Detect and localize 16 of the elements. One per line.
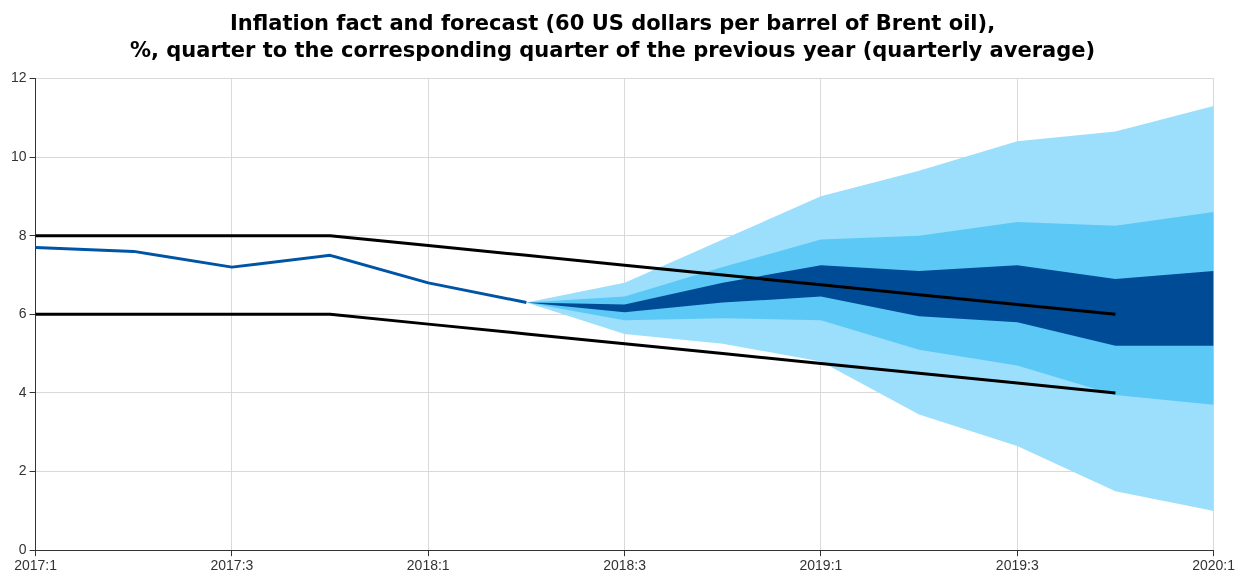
x-tick-label: 2017:1	[14, 557, 58, 574]
y-tick-label: 0	[18, 541, 27, 558]
y-tick-label: 4	[18, 383, 27, 400]
y-tick-label: 12	[10, 69, 27, 86]
y-tick-label: 2	[18, 462, 27, 479]
x-tick-label: 2020:1	[1192, 557, 1236, 574]
y-tick-label: 10	[10, 147, 27, 164]
x-tick-label: 2019:1	[799, 557, 843, 574]
x-tick-label: 2018:3	[603, 557, 647, 574]
x-tick-label: 2017:3	[210, 557, 254, 574]
chart-title: Inflation fact and forecast (60 US dollars per barrel of Brent oil),	[229, 11, 996, 36]
x-tick-label: 2018:1	[406, 557, 450, 574]
x-tick-label: 2019:3	[995, 557, 1039, 574]
y-tick-label: 8	[18, 226, 27, 243]
chart-subtitle: %, quarter to the corresponding quarter of the previous year (quarterly average)	[129, 38, 1096, 63]
y-tick-label: 6	[18, 305, 27, 322]
